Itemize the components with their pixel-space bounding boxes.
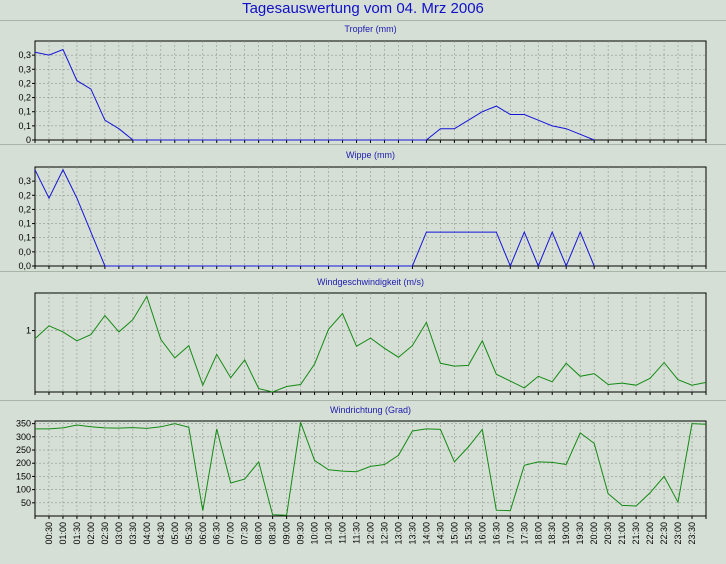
x-tick-label: 11:00: [338, 522, 348, 544]
y-tick-label: 50: [21, 498, 31, 508]
y-tick-label: 0,1: [18, 219, 31, 229]
x-tick-label: 03:00: [114, 522, 124, 545]
y-tick-label: 0,1: [18, 107, 31, 117]
y-tick-label: 0,1: [18, 121, 31, 131]
y-tick-label: 300: [16, 432, 31, 442]
x-tick-label: 18:30: [547, 522, 557, 545]
series-line: [35, 422, 707, 516]
x-tick-label: 02:00: [86, 522, 96, 545]
x-tick-label: 13:30: [407, 522, 417, 545]
y-tick-label: 1: [26, 326, 31, 336]
x-tick-label: 13:00: [393, 522, 403, 545]
separator: [0, 271, 726, 272]
x-tick-label: 05:30: [184, 522, 194, 545]
y-tick-label: 0: [26, 135, 31, 145]
y-tick-label: 0,2: [18, 78, 31, 88]
x-tick-label: 18:00: [533, 522, 543, 545]
x-tick-label: 10:30: [324, 522, 334, 545]
x-tick-label: 21:00: [617, 522, 627, 545]
x-tick-label: 00:30: [44, 522, 54, 545]
x-tick-label: 01:30: [72, 522, 82, 545]
y-tick-label: 0,3: [18, 50, 31, 60]
plot-area: [34, 420, 707, 517]
x-tick-label: 19:30: [575, 522, 585, 545]
x-tick-label: 07:30: [240, 522, 250, 545]
y-tick-label: 0,3: [18, 64, 31, 74]
x-tick-label: 12:30: [379, 522, 389, 545]
x-tick-label: 21:30: [631, 522, 641, 545]
y-tick-label: 0,2: [18, 93, 31, 103]
y-tick-label: 0,0: [18, 261, 31, 271]
y-tick-label: 100: [16, 485, 31, 495]
separator: [0, 144, 726, 145]
y-tick-label: 250: [16, 445, 31, 455]
y-tick-label: 0,3: [18, 176, 31, 186]
x-tick-label: 01:00: [58, 522, 68, 545]
panel-title: Tropfer (mm): [344, 24, 396, 34]
x-tick-label: 07:00: [226, 522, 236, 545]
x-tick-label: 04:30: [156, 522, 166, 545]
x-tick-label: 22:00: [645, 522, 655, 545]
x-tick-label: 14:30: [435, 522, 445, 545]
x-tick-label: 08:30: [268, 522, 278, 545]
y-tick-label: 0,2: [18, 204, 31, 214]
y-tick-label: 150: [16, 471, 31, 481]
x-tick-label: 23:30: [687, 522, 697, 545]
x-tick-label: 14:00: [421, 522, 431, 545]
x-tick-label: 19:00: [561, 522, 571, 545]
y-tick-label: 350: [16, 419, 31, 429]
panel-title: Windgeschwindigkeit (m/s): [317, 277, 424, 287]
x-tick-label: 10:00: [310, 522, 320, 545]
x-tick-label: 23:00: [673, 522, 683, 545]
series-line: [34, 48, 595, 141]
panel-title: Wippe (mm): [346, 150, 395, 160]
x-tick-label: 16:30: [491, 522, 501, 545]
y-tick-label: 0,1: [18, 233, 31, 243]
y-tick-label: 200: [16, 458, 31, 468]
x-tick-label: 16:00: [477, 522, 487, 545]
series-line: [34, 295, 707, 393]
separator: [0, 20, 726, 21]
y-tick-label: 0,2: [18, 190, 31, 200]
x-tick-label: 06:00: [198, 522, 208, 545]
x-tick-label: 20:00: [589, 522, 599, 545]
x-tick-label: 09:00: [282, 522, 292, 545]
x-tick-label: 17:30: [519, 522, 529, 545]
x-tick-label: 02:30: [100, 522, 110, 545]
x-tick-label: 06:30: [212, 522, 222, 545]
series-line: [34, 168, 595, 268]
x-tick-label: 05:00: [170, 522, 180, 545]
panel-title: Windrichtung (Grad): [330, 405, 411, 415]
x-tick-label: 15:30: [463, 522, 473, 545]
x-tick-label: 12:00: [366, 522, 376, 545]
separator: [0, 400, 726, 401]
x-tick-label: 11:30: [352, 522, 362, 544]
x-tick-label: 03:30: [128, 522, 138, 545]
x-tick-label: 08:00: [254, 522, 264, 545]
x-tick-label: 04:00: [142, 522, 152, 545]
y-tick-label: 0,0: [18, 247, 31, 257]
x-tick-label: 09:30: [296, 522, 306, 545]
x-tick-label: 22:30: [659, 522, 669, 545]
x-tick-label: 15:00: [449, 522, 459, 545]
x-tick-label: 17:00: [505, 522, 515, 545]
page-title: Tagesauswertung vom 04. Mrz 2006: [242, 0, 484, 17]
x-tick-label: 20:30: [603, 522, 613, 545]
